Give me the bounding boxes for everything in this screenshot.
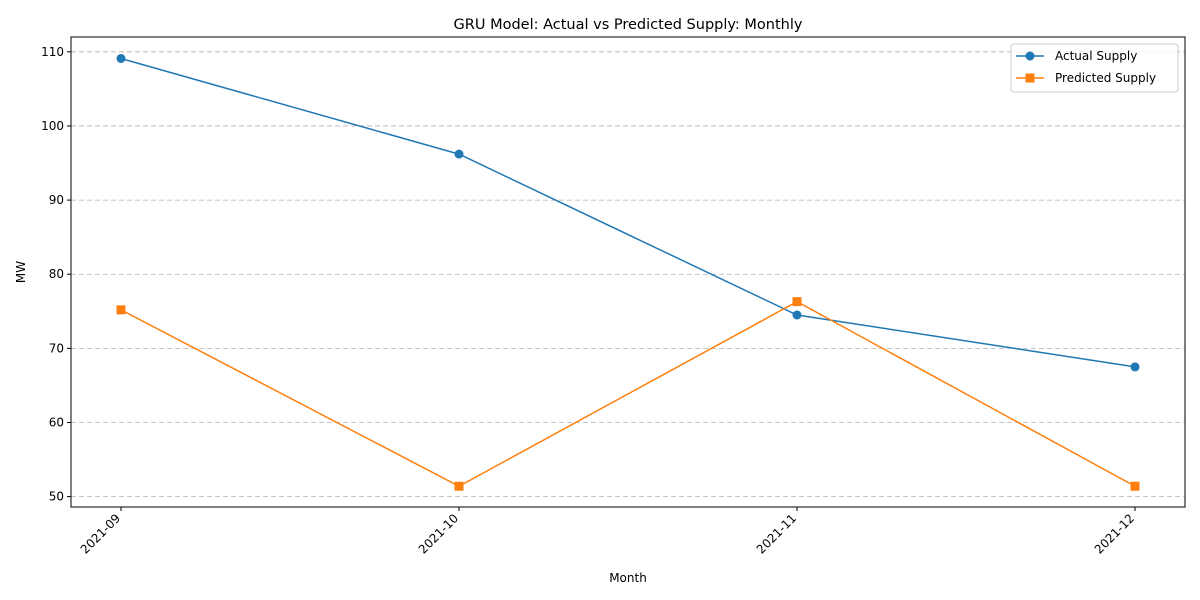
series-line	[120, 57, 1136, 368]
series-actual-supply	[116, 53, 1140, 372]
y-tick-label: 110	[41, 45, 64, 59]
series-predicted-supply	[116, 297, 1140, 491]
legend-marker-square	[1025, 73, 1035, 83]
data-point-square	[116, 305, 126, 315]
y-tick-label: 90	[49, 193, 64, 207]
legend-marker-circle	[1025, 51, 1035, 61]
x-axis-title: Month	[609, 571, 647, 585]
data-point-circle	[1130, 362, 1140, 372]
y-tick-label: 70	[49, 341, 64, 355]
data-point-square	[1130, 481, 1140, 491]
series-layer	[116, 53, 1140, 491]
y-axis-title: MW	[14, 261, 28, 283]
series-line	[120, 300, 1136, 488]
plot-frame	[70, 36, 1186, 508]
data-point-circle	[792, 310, 802, 320]
legend: Actual Supply Predicted Supply	[1010, 43, 1179, 93]
data-point-circle	[454, 149, 464, 159]
legend-box	[1010, 43, 1179, 93]
x-tick-label: 2021-11	[754, 511, 799, 556]
x-tick-label: 2021-12	[1092, 511, 1137, 556]
chart-title: GRU Model: Actual vs Predicted Supply: M…	[454, 17, 803, 33]
x-tick-label: 2021-09	[78, 511, 123, 556]
axes: 50 60 70 80 90 100 110 2021-09 2021-10 2021-11 202…	[41, 45, 1137, 557]
y-tick-label: 80	[49, 267, 64, 281]
data-point-circle	[116, 53, 126, 63]
legend-label: Predicted Supply	[1055, 71, 1156, 85]
y-tick-label: 100	[41, 119, 64, 133]
gridlines	[71, 51, 1185, 498]
data-point-square	[454, 481, 464, 491]
y-tick-label: 60	[49, 415, 64, 429]
legend-label: Actual Supply	[1055, 49, 1137, 63]
y-tick-label: 50	[49, 490, 64, 504]
data-point-square	[792, 297, 802, 307]
x-tick-label: 2021-10	[416, 511, 461, 556]
